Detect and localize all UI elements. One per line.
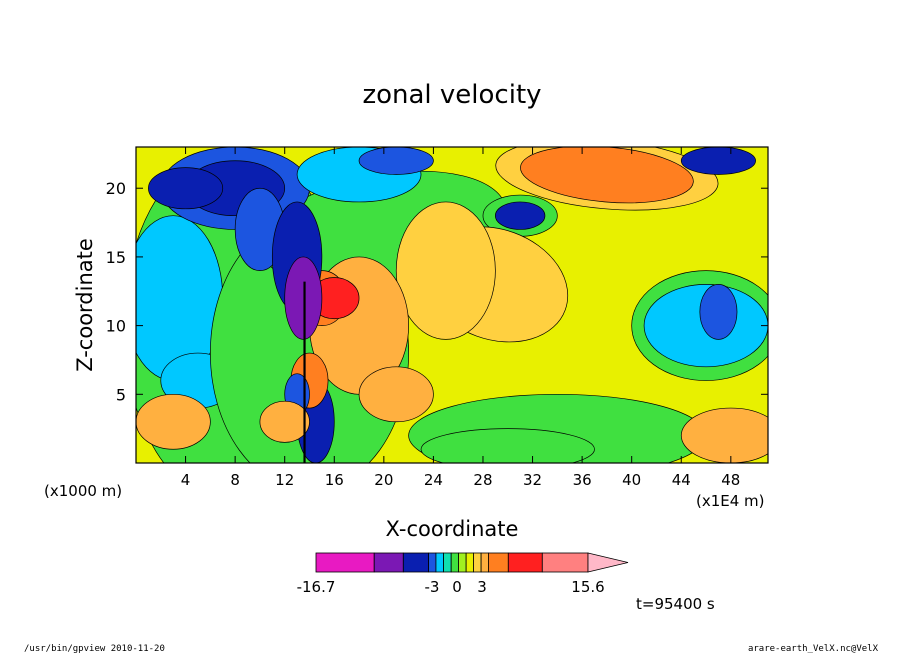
colorbar-extension-arrow [587,552,629,573]
x-tick-label: 28 [473,471,492,489]
contour-region [495,201,546,230]
y-tick-label: 5 [116,385,126,404]
colorbar-segment [373,552,404,573]
contour-region [136,393,211,450]
x-tick-label: 48 [721,471,740,489]
colorbar-segment [465,552,474,573]
colorbar-label: 0 [452,578,462,596]
velocity-field [136,147,768,463]
y-tick-label: 15 [106,248,126,267]
footer-left: /usr/bin/gpview 2010-11-20 [24,644,165,654]
x-tick-label: 20 [374,471,393,489]
x-tick-label: 32 [523,471,542,489]
colorbar-label: 3 [477,578,487,596]
x-tick-label: 8 [230,471,240,489]
chart-title: zonal velocity [362,80,541,110]
colorbar-segment [315,552,375,573]
colorbar-segment [507,552,543,573]
x-axis-ticks: 4 8 12 16 20 24 28 32 36 40 44 48 [181,147,740,489]
colorbar-segment [541,552,589,573]
colorbar-segment [443,552,452,573]
x-tick-label: 36 [573,471,592,489]
colorbar-segment [450,552,459,573]
colorbar-labels: -16.7 -3 0 3 15.6 [297,578,605,596]
y-tick-label: 10 [106,317,126,336]
contour-region [358,366,434,423]
footer-right: arare-earth_VelX.nc@VelX [748,644,879,654]
y-axis-label: Z-coordinate [73,238,97,372]
colorbar-segment [402,552,430,573]
time-label: t=95400 s [636,595,715,613]
colorbar-label: -3 [425,578,440,596]
colorbar-segment [428,552,437,573]
colorbar-segment [480,552,489,573]
contour-region [699,284,738,340]
contour-region [420,428,595,463]
plot-frame [135,146,769,464]
contour-region [395,201,496,340]
contour-region [148,167,224,210]
x-tick-label: 4 [181,471,191,489]
y-axis-ticks: 5 10 15 20 [106,179,768,404]
x-tick-label: 44 [672,471,691,489]
x-tick-label: 40 [622,471,641,489]
contour-region [358,147,434,175]
x-axis-label: X-coordinate [386,517,519,541]
colorbar [315,552,629,573]
y-tick-label: 20 [106,179,126,198]
contour-region [284,256,323,340]
colorbar-label: -16.7 [297,578,336,596]
colorbar-label: 15.6 [571,578,604,596]
x-tick-label: 24 [424,471,443,489]
x-unit-left: (x1000 m) [44,482,122,500]
colorbar-segment [488,552,509,573]
colorbar-segment [435,552,444,573]
x-unit-right: (x1E4 m) [696,492,765,510]
colorbar-segment [473,552,482,573]
contour-region [680,147,756,175]
x-tick-label: 16 [325,471,344,489]
colorbar-segment [458,552,467,573]
contour-region [259,400,310,443]
x-tick-label: 12 [275,471,294,489]
contour-region [680,407,768,463]
